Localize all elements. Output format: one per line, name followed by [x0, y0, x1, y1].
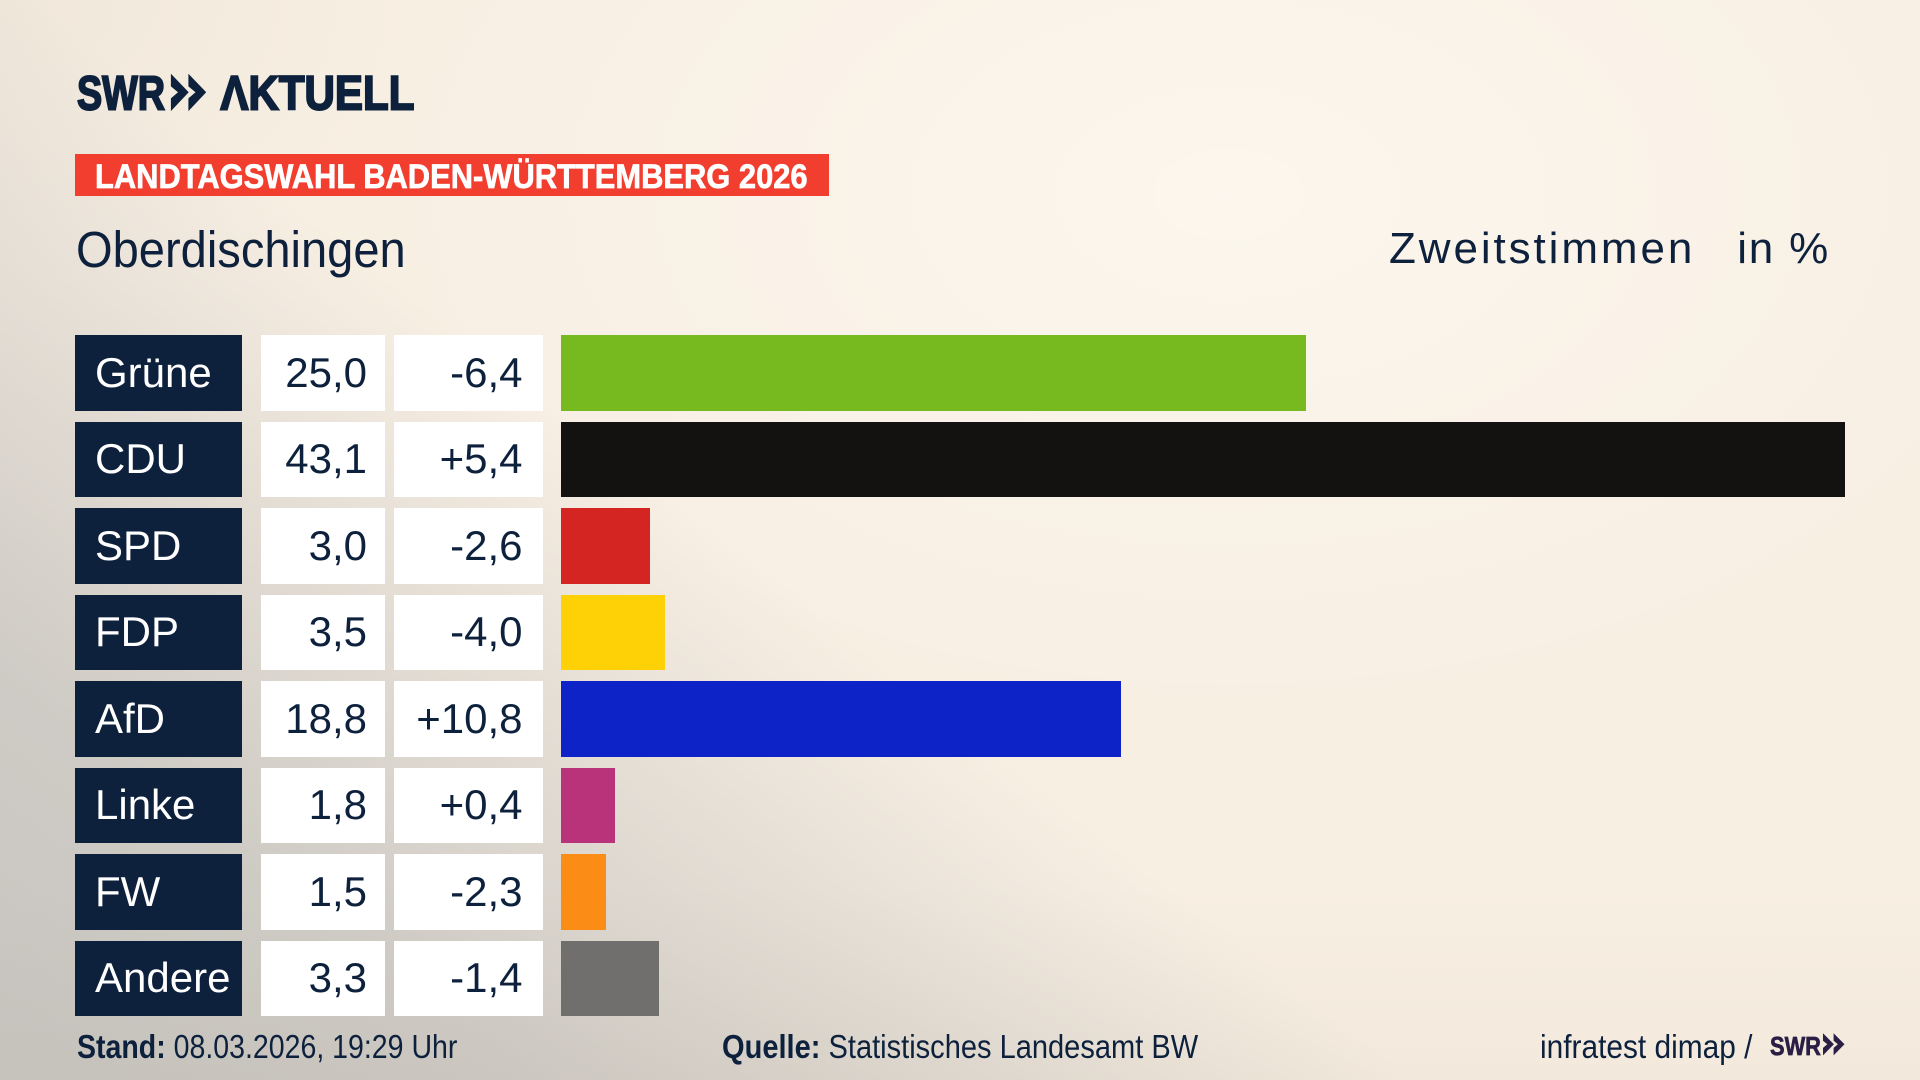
svg-text:LANDTAGSWAHL BADEN-WÜRTTEMBERG: LANDTAGSWAHL BADEN-WÜRTTEMBERG 2026	[95, 157, 808, 196]
svg-text:ΛKTUELL: ΛKTUELL	[220, 66, 414, 120]
svg-text:SWR: SWR	[77, 66, 165, 120]
